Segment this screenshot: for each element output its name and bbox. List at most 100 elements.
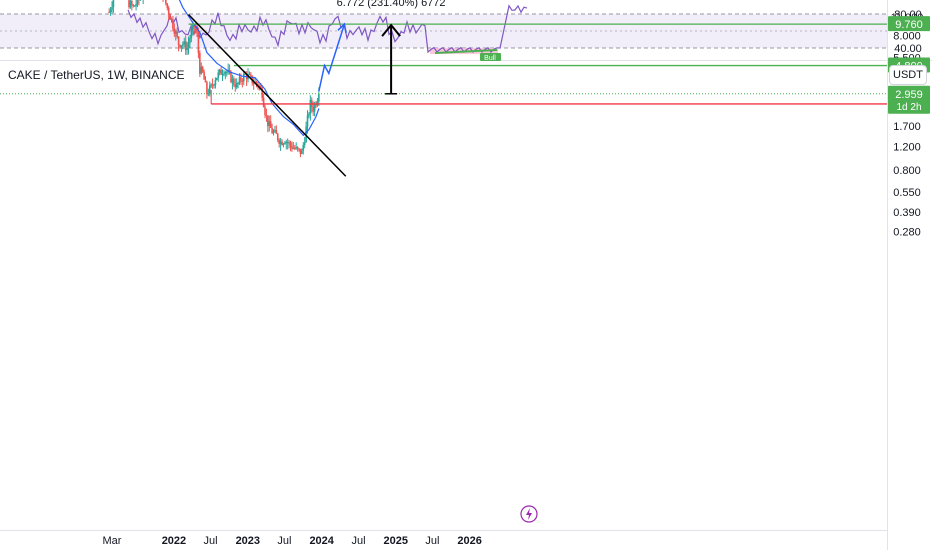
candle-body — [265, 115, 268, 117]
candle-body — [306, 115, 309, 127]
candle-body — [299, 148, 302, 154]
candle-body — [165, 0, 167, 4]
candle-body — [170, 19, 173, 21]
time-tick-label: 2026 — [457, 535, 481, 547]
candle-body — [217, 72, 220, 78]
candle-body — [172, 19, 174, 29]
candle-body — [221, 74, 224, 76]
candle-body — [210, 84, 212, 86]
candle-body — [257, 83, 259, 86]
currency-button[interactable]: USDT — [889, 65, 927, 85]
candle-body — [135, 3, 137, 6]
candle-body — [197, 33, 200, 54]
rsi-level-label: 40.00 — [894, 43, 922, 55]
time-tick-label: 2022 — [162, 535, 186, 547]
level-price-badge — [888, 16, 930, 32]
candle-body — [237, 82, 239, 84]
candle-body — [214, 80, 217, 85]
candle-body — [315, 104, 317, 106]
time-tick-label: Jul — [277, 535, 291, 547]
candle-body — [193, 25, 195, 28]
candle-body — [281, 141, 283, 146]
candle-body — [167, 7, 170, 15]
rsi-bull-badge — [480, 53, 501, 61]
candle-body — [112, 0, 115, 8]
candle-body — [191, 25, 194, 30]
candle-body — [259, 86, 262, 89]
candle-body — [225, 72, 228, 74]
candle-body — [224, 72, 227, 74]
candle-body — [213, 84, 215, 86]
candle-body — [180, 45, 183, 48]
candle-body — [261, 88, 263, 98]
candle-body — [211, 84, 214, 86]
candle-body — [269, 121, 272, 128]
measure-label: 6.772 (231.40%) 6772 — [337, 0, 446, 9]
candle-body — [241, 80, 244, 82]
current-price-badge — [888, 85, 930, 114]
candle-body — [278, 139, 280, 144]
candle-body — [244, 73, 246, 75]
current-price-countdown: 1d 2h — [896, 102, 921, 113]
candle-body — [234, 84, 237, 88]
candle-body — [233, 78, 235, 85]
rsi-divergence-line — [434, 49, 498, 54]
candle-body — [318, 93, 320, 102]
candle-body — [302, 145, 305, 151]
candle-body — [204, 79, 207, 83]
time-tick-label: 2024 — [309, 535, 334, 547]
candle-body — [201, 66, 204, 72]
candle-body — [179, 44, 181, 48]
candle-body — [174, 31, 177, 34]
candles-group — [108, 0, 320, 158]
candle-body — [272, 131, 275, 134]
candle-body — [216, 77, 218, 81]
candle-body — [292, 147, 295, 149]
candle-body — [288, 142, 290, 144]
candle-body — [279, 141, 282, 144]
candle-body — [289, 142, 292, 146]
candle-body — [194, 27, 197, 31]
candle-body — [207, 93, 210, 95]
candle-body — [183, 41, 186, 45]
candle-body — [182, 44, 184, 46]
candle-body — [228, 69, 231, 72]
chart-symbol-title: CAKE / TetherUS, 1W, BINANCE — [8, 68, 185, 82]
time-tick-label: Mar — [103, 535, 122, 547]
candle-body — [176, 31, 178, 37]
candle-body — [177, 36, 180, 45]
candle-body — [223, 73, 225, 75]
current-price-label: 2.959 — [895, 89, 923, 101]
candle-body — [231, 78, 234, 83]
price-tick-label: 16.000 — [890, 0, 924, 2]
price-tick-label: 0.390 — [893, 207, 921, 219]
price-tick-label: 0.550 — [893, 187, 921, 199]
price-tick-label: 0.800 — [893, 165, 921, 177]
price-tick-label: 1.200 — [893, 141, 921, 153]
candle-body — [166, 3, 169, 8]
candle-body — [199, 53, 201, 74]
candle-body — [293, 147, 296, 149]
candle-body — [296, 146, 299, 149]
candle-body — [186, 47, 188, 51]
candle-body — [206, 82, 208, 95]
candle-body — [238, 77, 241, 83]
candle-body — [235, 83, 238, 88]
candle-body — [291, 145, 293, 149]
time-tick-label: Jul — [351, 535, 365, 547]
rsi-bull-label: Bull — [484, 55, 496, 62]
candle-body — [242, 73, 245, 82]
candle-body — [208, 85, 211, 94]
price-tick-label: 0.280 — [893, 226, 921, 238]
candle-body — [262, 97, 265, 107]
candle-body — [250, 74, 252, 76]
candle-body — [276, 133, 279, 140]
time-tick-label: Jul — [204, 535, 218, 547]
candle-body — [132, 4, 135, 6]
candle-body — [309, 99, 312, 115]
candle-body — [230, 71, 232, 83]
candle-body — [271, 127, 273, 134]
candle-body — [286, 141, 289, 143]
